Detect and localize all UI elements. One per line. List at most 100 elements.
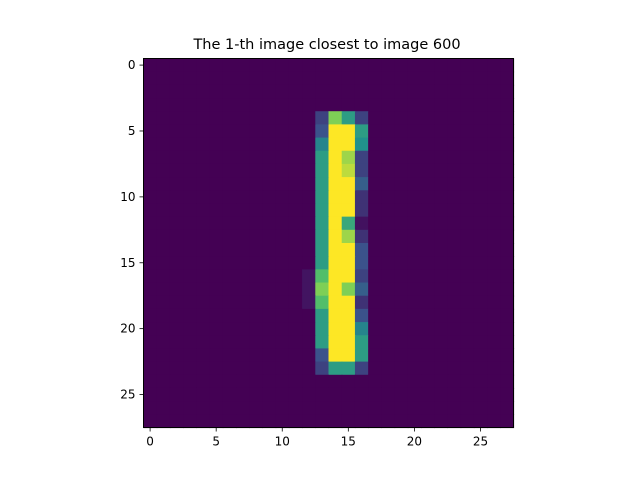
heatmap-cell <box>169 269 184 284</box>
heatmap-cell <box>368 414 382 429</box>
heatmap-cell <box>236 190 250 205</box>
heatmap-cell <box>169 190 184 205</box>
heatmap-cell <box>407 190 422 205</box>
heatmap-cell <box>354 71 369 86</box>
heatmap-cell <box>196 84 211 99</box>
heatmap-cell <box>236 177 250 191</box>
heatmap-cell <box>434 308 449 323</box>
heatmap-cell <box>315 322 330 336</box>
heatmap-cell <box>407 216 422 231</box>
heatmap-cell <box>196 374 211 389</box>
heatmap-cell <box>288 322 303 336</box>
heatmap-cell <box>143 322 158 336</box>
heatmap-cell <box>460 295 475 310</box>
heatmap-cell <box>460 58 475 73</box>
heatmap-cell <box>288 150 303 165</box>
heatmap-cell <box>209 137 224 152</box>
heatmap-cell <box>288 361 303 376</box>
heatmap-cell <box>341 269 356 284</box>
heatmap-cell <box>315 150 330 165</box>
heatmap-cell <box>407 414 422 429</box>
heatmap-cell <box>421 203 435 218</box>
heatmap-cell <box>302 203 316 218</box>
heatmap-cell <box>447 374 462 389</box>
heatmap-cell <box>262 71 277 86</box>
heatmap-cell <box>434 71 449 86</box>
heatmap-cell <box>460 111 475 125</box>
heatmap-cell <box>447 348 462 363</box>
heatmap-cell <box>262 295 277 310</box>
heatmap-cell <box>236 387 250 402</box>
heatmap-cell <box>407 387 422 402</box>
heatmap-cell <box>500 216 515 231</box>
heatmap-cell <box>156 124 171 139</box>
heatmap-cell <box>315 256 330 270</box>
heatmap-cell <box>354 361 369 376</box>
heatmap-cell <box>381 216 396 231</box>
heatmap-cell <box>421 361 435 376</box>
heatmap-cell <box>421 243 435 257</box>
heatmap-cell <box>447 414 462 429</box>
heatmap-cell <box>236 203 250 218</box>
heatmap-cell <box>249 361 264 376</box>
heatmap-cell <box>473 216 488 231</box>
heatmap-cell <box>302 308 316 323</box>
heatmap-cell <box>407 335 422 350</box>
heatmap-cell <box>275 84 290 99</box>
heatmap-cell <box>169 163 184 178</box>
heatmap-cell <box>394 322 409 336</box>
heatmap-cell <box>196 256 211 270</box>
heatmap-cell <box>381 387 396 402</box>
heatmap-cell <box>434 256 449 270</box>
heatmap-cell <box>209 322 224 336</box>
heatmap-cell <box>222 414 237 429</box>
heatmap-cell <box>143 177 158 191</box>
heatmap-cell <box>394 216 409 231</box>
heatmap-cell <box>473 256 488 270</box>
heatmap-cell <box>381 295 396 310</box>
heatmap-cell <box>156 216 171 231</box>
heatmap-cell <box>196 58 211 73</box>
heatmap-cell <box>156 256 171 270</box>
heatmap-cell <box>236 216 250 231</box>
heatmap-cell <box>222 124 237 139</box>
heatmap-cell <box>143 361 158 376</box>
heatmap-cell <box>275 269 290 284</box>
heatmap-cell <box>183 282 197 297</box>
heatmap-cell <box>302 269 316 284</box>
heatmap-cell <box>381 203 396 218</box>
heatmap-cell <box>209 177 224 191</box>
heatmap-cell <box>460 150 475 165</box>
heatmap-cell <box>460 335 475 350</box>
heatmap-cell <box>183 243 197 257</box>
heatmap-cell <box>302 177 316 191</box>
heatmap-cell <box>143 137 158 152</box>
heatmap-cell <box>368 269 382 284</box>
heatmap-cell <box>394 387 409 402</box>
heatmap-cell <box>169 243 184 257</box>
heatmap-cell <box>421 163 435 178</box>
heatmap-cell <box>156 203 171 218</box>
heatmap-cell <box>500 163 515 178</box>
heatmap-cell <box>236 124 250 139</box>
heatmap-cell <box>447 229 462 244</box>
heatmap-cell <box>249 163 264 178</box>
heatmap-cell <box>381 58 396 73</box>
heatmap-cell <box>487 308 501 323</box>
heatmap-cell <box>434 98 449 112</box>
heatmap-cell <box>354 163 369 178</box>
heatmap-cell <box>196 414 211 429</box>
heatmap-cell <box>500 401 515 415</box>
heatmap-cell <box>487 203 501 218</box>
heatmap-cell <box>460 229 475 244</box>
heatmap-cell <box>315 58 330 73</box>
heatmap-cell <box>368 335 382 350</box>
heatmap-cell <box>143 163 158 178</box>
heatmap-cell <box>394 163 409 178</box>
heatmap-cell <box>222 387 237 402</box>
heatmap-cell <box>487 374 501 389</box>
heatmap-cell <box>328 361 343 376</box>
heatmap-cell <box>328 203 343 218</box>
heatmap-cell <box>354 229 369 244</box>
heatmap-cell <box>460 177 475 191</box>
